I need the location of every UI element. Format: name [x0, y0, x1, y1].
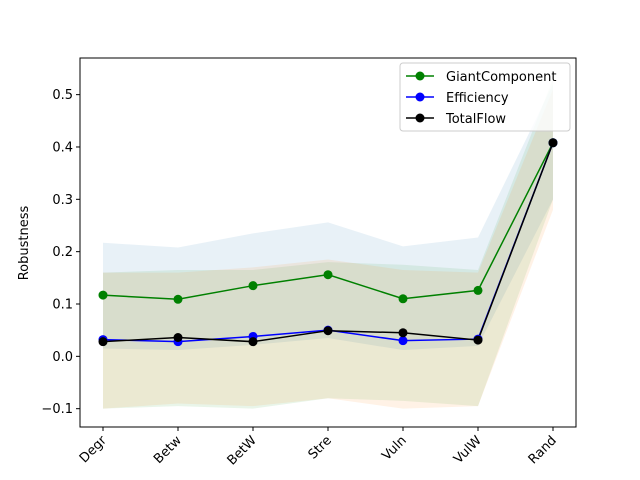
- legend-label-Efficiency: Efficiency: [446, 91, 509, 106]
- legend-box: [399, 62, 571, 132]
- series-points: [98, 138, 558, 347]
- x-tick-label-VulW: VulW: [451, 433, 485, 467]
- legend-marker-GiantComponent: [415, 71, 425, 81]
- y-axis: −0.1 0.0 0.1 0.2 0.3 0.4 0.5: [41, 88, 80, 417]
- x-tick-label-Betw: Betw: [151, 433, 185, 467]
- x-axis: Degr Betw BetW Stre Vuln VulW Rand: [77, 427, 560, 468]
- band-Efficiency: [103, 84, 553, 351]
- band-GiantComponent: [103, 78, 553, 409]
- point-TotalFlow-Vuln: [398, 328, 408, 338]
- point-GiantComponent-Stre: [323, 270, 333, 280]
- x-tick-label-Vuln: Vuln: [379, 433, 409, 463]
- legend-label-TotalFlow: TotalFlow: [445, 112, 506, 127]
- x-tick-label-Stre: Stre: [306, 433, 335, 462]
- point-TotalFlow-VulW: [473, 335, 483, 345]
- x-tick-label-BetW: BetW: [225, 433, 260, 468]
- point-GiantComponent-BetW: [248, 281, 258, 291]
- legend: GiantComponent Efficiency TotalFlow: [399, 62, 571, 132]
- y-tick-label: 0.5: [52, 88, 73, 103]
- point-TotalFlow-Degr: [98, 337, 108, 347]
- y-axis-label: Robustness: [17, 205, 32, 280]
- band-TotalFlow: [103, 89, 553, 409]
- point-Efficiency-Vuln: [398, 336, 408, 346]
- point-GiantComponent-VulW: [473, 285, 483, 295]
- y-tick-label: 0.4: [52, 140, 73, 155]
- confidence-bands: [103, 78, 553, 409]
- y-tick-label: 0.1: [52, 298, 73, 313]
- y-tick-label: 0.0: [52, 350, 73, 365]
- y-tick-label: 0.2: [52, 245, 73, 260]
- x-tick-label-Rand: Rand: [526, 433, 560, 467]
- y-tick-label: −0.1: [41, 402, 73, 417]
- point-TotalFlow-Stre: [323, 326, 333, 336]
- x-tick-label-Degr: Degr: [77, 433, 110, 466]
- legend-marker-Efficiency: [415, 92, 425, 102]
- point-GiantComponent-Vuln: [398, 294, 408, 304]
- y-tick-label: 0.3: [52, 193, 73, 208]
- point-GiantComponent-Betw: [173, 294, 183, 304]
- point-TotalFlow-Betw: [173, 332, 183, 342]
- point-GiantComponent-Degr: [98, 290, 108, 300]
- point-TotalFlow-BetW: [248, 337, 258, 347]
- legend-label-GiantComponent: GiantComponent: [446, 70, 556, 85]
- legend-marker-TotalFlow: [415, 113, 425, 123]
- point-TotalFlow-Rand: [548, 138, 558, 148]
